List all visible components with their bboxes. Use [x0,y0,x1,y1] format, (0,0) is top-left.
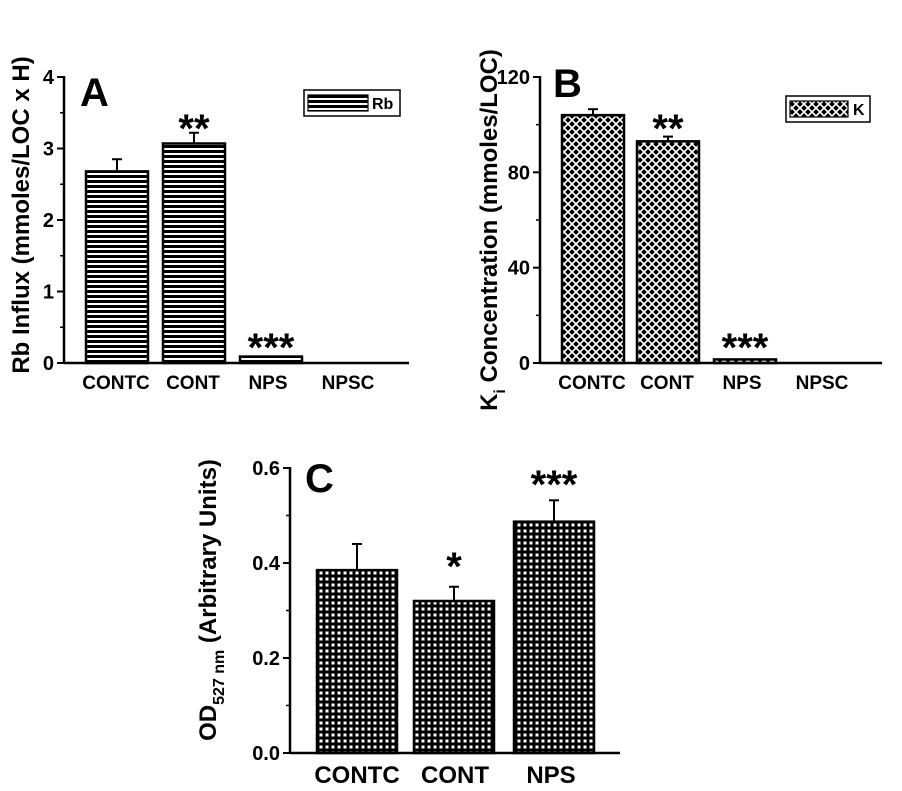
panel-b-x-tick-label: NPSC [796,373,849,394]
panel-a-legend-swatch [307,94,369,112]
panel-b-y-tick-label: 80 [508,162,530,184]
panel-c-y-tick-label: 0.6 [252,458,280,480]
panel-b-x-tick-label: CONTC [558,373,626,394]
panel-c: C 0.0 0.2 0.4 0.6 CONTC * CONT *** NPS OD527 nm … [195,457,620,789]
panel-b-y-tick-label: 40 [508,258,530,280]
panel-c-y-axis-label-rest: (Arbitrary Units) [195,459,222,650]
panel-b-x-tick-label: CONT [640,373,694,394]
panel-b-bar [560,113,626,365]
panel-a-y-tick-label: 3 [43,139,54,161]
panel-a: A 0 1 2 3 4 CONTC ** CONT *** NPS NPSC Rb Influx (… [8,56,409,394]
panel-c-significance-label: *** [531,463,578,507]
panel-b-legend-swatch [789,100,849,118]
panel-a-y-axis-label: Rb Influx (mmoles/LOC x H) [8,56,35,373]
panel-b-significance-label: *** [722,326,769,370]
panel-a-bar [84,170,150,365]
panel-a-bar [161,142,227,365]
panel-b-significance-label: ** [652,107,684,151]
panel-b-y-tick-label: 0 [519,353,530,375]
panel-b-bar [635,140,701,365]
panel-a-y-tick-label: 4 [43,67,55,89]
panel-a-x-tick-label: NPS [248,373,287,394]
panel-c-x-tick-label: CONTC [314,762,399,789]
panel-b: B 0 40 80 120 CONTC ** CONT *** NPS NPSC Ki Conce… [476,49,882,411]
panel-c-letter: C [305,457,334,501]
panel-c-bar [315,568,399,755]
panel-a-letter: A [80,71,109,115]
panel-a-legend-label: Rb [372,96,394,113]
panel-b-legend: K [785,95,871,123]
panel-c-significance-label: * [446,545,462,589]
panel-b-x-tick-label: NPS [722,373,761,394]
panel-c-x-tick-label: CONT [421,762,489,789]
panel-b-y-axis-label-sub: i [492,389,509,393]
panel-a-y-tick-label: 2 [43,210,54,232]
panel-a-bar [238,355,304,365]
panel-c-y-tick-label: 0.2 [252,648,280,670]
panel-a-x-tick-label: CONT [166,373,220,394]
panel-a-x-tick-label: CONTC [82,373,150,394]
panel-b-y-axis-label-rest: Concentration (mmoles/LOC) [476,49,503,389]
panel-c-x-tick-label: NPS [526,762,575,789]
panel-a-significance-label: ** [178,107,210,151]
panel-a-y-tick-label: 1 [43,282,54,304]
panel-c-bar [512,520,596,755]
panel-a-y-tick-label: 0 [43,353,54,375]
panel-a-x-tick-label: NPSC [322,373,375,394]
panel-b-y-axis-label: Ki Concentration (mmoles/LOC) [476,49,509,411]
panel-c-y-axis-label-main: OD [195,705,222,741]
panel-c-bar [412,599,496,755]
panel-c-y-tick-label: 0.0 [252,743,280,765]
panel-a-legend: Rb [303,89,401,117]
panel-b-legend-label: K [853,102,865,119]
panel-b-letter: B [553,62,582,106]
panel-b-bar [712,358,778,365]
panel-c-y-axis-label-sub: 527 nm [211,650,228,705]
panel-c-y-axis-label: OD527 nm (Arbitrary Units) [195,459,228,741]
panel-b-y-tick-label: 120 [497,67,530,89]
panel-a-significance-label: *** [248,326,295,370]
panel-b-y-axis-label-main: K [476,393,503,411]
panel-c-y-tick-label: 0.4 [252,553,281,575]
